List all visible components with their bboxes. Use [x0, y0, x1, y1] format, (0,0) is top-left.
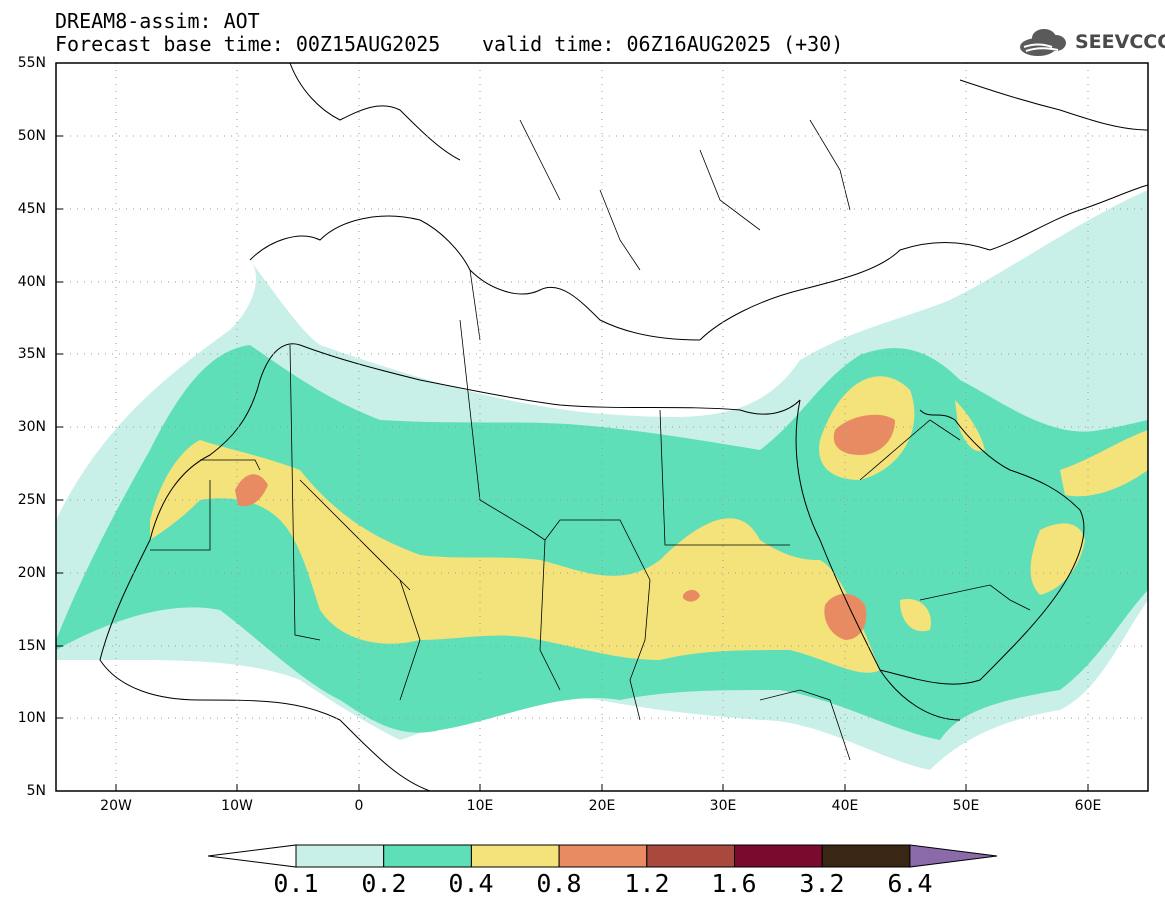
aot-band-0-4 — [1060, 430, 1148, 497]
aot-band-0-8 — [833, 414, 895, 455]
lat-label: 20N — [17, 565, 46, 581]
seevccc-logo — [1020, 29, 1066, 56]
lon-label: 10W — [221, 798, 253, 814]
lon-label: 10E — [466, 798, 494, 814]
aot-fields — [56, 63, 1148, 791]
lon-label: 60E — [1074, 798, 1102, 814]
colorbar-label: 0.8 — [536, 869, 582, 898]
colorbar-label: 1.6 — [711, 869, 757, 898]
lat-label: 25N — [17, 492, 46, 508]
lat-label: 5N — [26, 783, 46, 799]
lat-label: 50N — [17, 128, 46, 144]
cloud-icon — [1020, 29, 1066, 56]
colorbar-label: 3.2 — [799, 869, 845, 898]
lat-label: 45N — [17, 201, 46, 217]
aot-band-0-8 — [683, 589, 700, 602]
lat-label: 10N — [17, 710, 46, 726]
map-title: DREAM8-assim: AOT — [55, 9, 260, 33]
colorbar-label: 6.4 — [887, 869, 933, 898]
lon-label: 0 — [354, 798, 364, 814]
aot-band-0-4 — [150, 440, 880, 673]
aot-band-0-4 — [900, 599, 931, 632]
lon-label: 40E — [831, 798, 859, 814]
colorbar-label: 0.2 — [361, 869, 407, 898]
forecast-base-time: Forecast base time: 00Z15AUG2025 — [55, 32, 441, 56]
lon-label: 30E — [709, 798, 737, 814]
lat-label: 40N — [17, 274, 46, 290]
country-borders — [150, 119, 1031, 761]
lat-label: 35N — [17, 346, 46, 362]
aot-band-0-4 — [1030, 523, 1085, 595]
colorbar-label: 0.1 — [273, 869, 319, 898]
lat-label: 15N — [17, 638, 46, 654]
lon-label: 20W — [100, 798, 132, 814]
lon-label: 20E — [588, 798, 616, 814]
aot-band-0-8 — [235, 474, 268, 507]
graticule — [56, 63, 1148, 791]
lon-label: 50E — [952, 798, 980, 814]
aot-band-0-4 — [955, 400, 985, 452]
colorbar-label: 0.4 — [448, 869, 494, 898]
logo-text: SEEVCCC — [1075, 31, 1165, 53]
lat-label: 30N — [17, 419, 46, 435]
axis-ticks — [56, 135, 1089, 791]
lat-label: 55N — [17, 55, 46, 71]
valid-time: valid time: 06Z16AUG2025 (+30) — [482, 32, 844, 56]
colorbar-label: 1.2 — [624, 869, 670, 898]
coastlines — [99, 63, 1148, 791]
